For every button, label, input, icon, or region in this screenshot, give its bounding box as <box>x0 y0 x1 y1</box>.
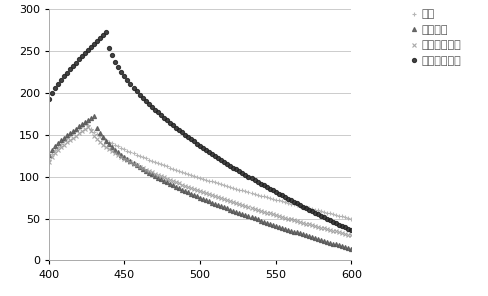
空白 <box>276 199 282 202</box>
Line: 脱氧胞苷: 脱氧胞苷 <box>47 114 353 251</box>
Line: 醉基脱氧尿苷: 醉基脱氧尿苷 <box>47 30 353 232</box>
醉基脱氧胞苷 <box>230 201 236 204</box>
脱氧胞苷 <box>230 209 236 213</box>
醉基脱氧尿苷 <box>124 78 130 82</box>
醉基脱氧尿苷 <box>46 98 52 101</box>
醉基脱氧胞苷 <box>348 234 354 237</box>
空白 <box>46 158 52 162</box>
脱氧胞苷 <box>348 247 354 250</box>
Legend: 空白, 脱氧胞苷, 醉基脱氧胞苷, 醉基脱氧尿苷: 空白, 脱氧胞苷, 醉基脱氧胞苷, 醉基脱氧尿苷 <box>411 9 461 66</box>
脱氧胞苷 <box>46 153 52 157</box>
醉基脱氧尿苷 <box>188 137 194 141</box>
醉基脱氧胞苷 <box>124 159 130 162</box>
脱氧胞苷 <box>188 192 194 195</box>
醉基脱氧尿苷 <box>348 229 354 232</box>
空白 <box>348 217 354 220</box>
醉基脱氧尿苷 <box>261 184 266 187</box>
醉基脱氧胞苷 <box>188 186 194 190</box>
醉基脱氧尿苷 <box>276 192 282 196</box>
脱氧胞苷 <box>261 220 266 223</box>
空白 <box>124 149 130 152</box>
醉基脱氧尿苷 <box>103 30 109 34</box>
脱氧胞苷 <box>124 157 130 161</box>
Line: 醉基脱氧胞苷: 醉基脱氧胞苷 <box>46 125 354 238</box>
醉基脱氧胞苷 <box>46 160 52 163</box>
醉基脱氧尿苷 <box>230 166 236 169</box>
空白 <box>82 121 88 125</box>
空白 <box>67 133 73 137</box>
Line: 空白: 空白 <box>46 121 354 221</box>
醉基脱氧胞苷 <box>276 214 282 218</box>
空白 <box>188 173 194 176</box>
醉基脱氧胞苷 <box>261 210 266 213</box>
醉基脱氧尿苷 <box>67 67 73 71</box>
醉基脱氧胞苷 <box>85 126 91 129</box>
脱氧胞苷 <box>67 131 73 135</box>
脱氧胞苷 <box>91 115 97 118</box>
醉基脱氧胞苷 <box>67 138 73 142</box>
空白 <box>230 186 236 190</box>
空白 <box>261 194 266 198</box>
脱氧胞苷 <box>276 225 282 229</box>
